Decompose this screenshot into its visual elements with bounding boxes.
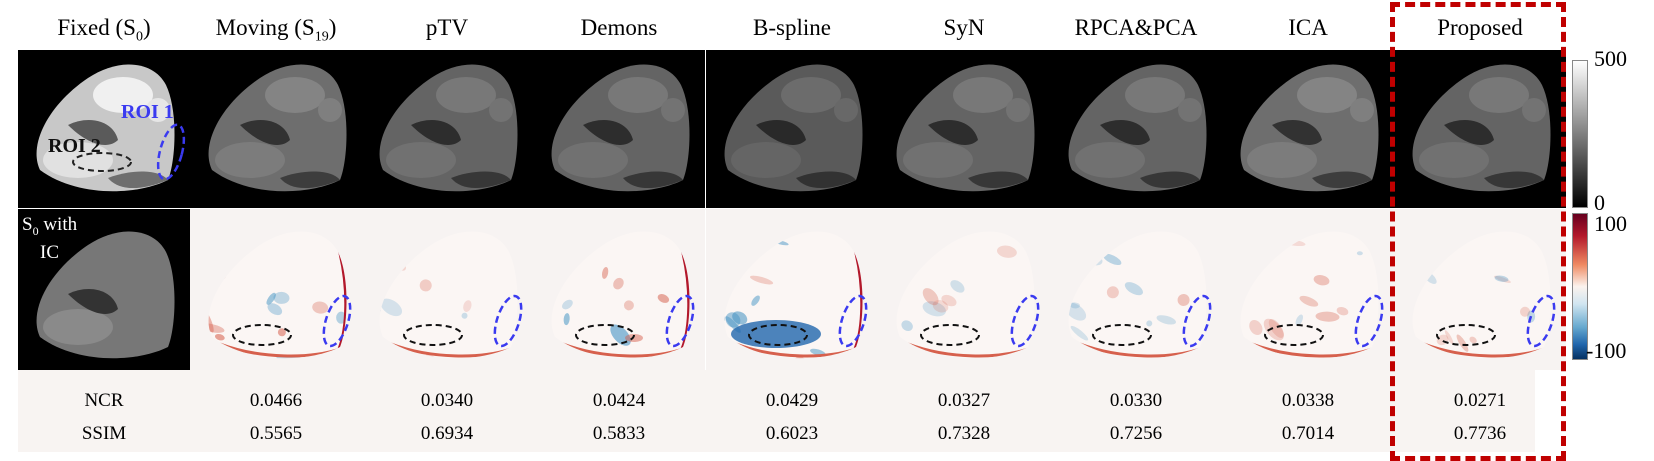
column-header: RPCA&PCA	[1050, 10, 1222, 46]
ncr-value: 0.0429	[706, 390, 878, 412]
difference-map-panel	[533, 209, 705, 370]
column-header: ICA	[1222, 10, 1394, 46]
column-header-label: pTV	[426, 15, 468, 40]
ncr-value: 0.0466	[190, 390, 362, 412]
ssim-value: 0.7014	[1222, 423, 1394, 445]
intensity-colorbar-max: 500	[1594, 48, 1627, 70]
column-header: pTV	[361, 10, 533, 46]
mri-image-panel	[361, 50, 533, 208]
ssim-value: 0.7256	[1050, 423, 1222, 445]
mri-image-panel	[18, 50, 190, 208]
column-header-tail: )	[143, 15, 151, 40]
column-header-label: B-spline	[753, 15, 831, 40]
ssim-value: 0.5565	[190, 423, 362, 445]
mri-image-panel	[1222, 50, 1394, 208]
mri-image-panel	[1050, 50, 1222, 208]
difference-colorbar-min: -100	[1586, 340, 1626, 362]
proposed-highlight-box	[1390, 2, 1566, 461]
difference-map-panel	[361, 209, 533, 370]
intensity-colorbar	[1572, 60, 1588, 208]
difference-map-panel	[190, 209, 362, 370]
mri-image-panel	[706, 50, 878, 208]
mri-image-panel	[190, 50, 362, 208]
column-header: Moving (S19)	[190, 10, 362, 46]
ncr-value: 0.0338	[1222, 390, 1394, 412]
difference-map-panel	[1222, 209, 1394, 370]
column-header: Demons	[533, 10, 705, 46]
ic-label: IC	[40, 242, 59, 263]
column-header: SyN	[878, 10, 1050, 46]
column-header-label: Moving (S	[216, 15, 315, 40]
s0-label-main: S	[22, 214, 33, 235]
column-header-subscript: 0	[136, 30, 143, 45]
roi1-label: ROI 1	[121, 101, 174, 124]
column-header: B-spline	[706, 10, 878, 46]
column-header-label: ICA	[1288, 15, 1328, 40]
ssim-value: 0.7328	[878, 423, 1050, 445]
ncr-value: 0.0424	[533, 390, 705, 412]
ssim-value: 0.6023	[706, 423, 878, 445]
s0-label-tail: with	[39, 214, 78, 235]
difference-map-panel	[706, 209, 878, 370]
mri-image-panel	[533, 50, 705, 208]
ncr-value: 0.0340	[361, 390, 533, 412]
column-header-label: Fixed (S	[57, 15, 136, 40]
column-header: Fixed (S0)	[18, 10, 190, 46]
roi2-label: ROI 2	[48, 135, 101, 158]
ncr-value: 0.0330	[1050, 390, 1222, 412]
column-header-label: Demons	[581, 15, 658, 40]
column-header-label: SyN	[944, 15, 985, 40]
s0-with-ic-label: S0 with IC	[22, 214, 77, 264]
ncr-label: NCR	[18, 390, 190, 412]
column-header-label: RPCA&PCA	[1075, 15, 1198, 40]
difference-map-panel	[878, 209, 1050, 370]
ncr-value: 0.0327	[878, 390, 1050, 412]
column-header-subscript: 19	[315, 30, 329, 45]
mri-image-panel	[878, 50, 1050, 208]
difference-colorbar-max: 100	[1594, 213, 1627, 235]
column-header-tail: )	[329, 15, 337, 40]
ssim-value: 0.6934	[361, 423, 533, 445]
ssim-label: SSIM	[18, 423, 190, 445]
difference-map-panel	[1050, 209, 1222, 370]
ssim-value: 0.5833	[533, 423, 705, 445]
